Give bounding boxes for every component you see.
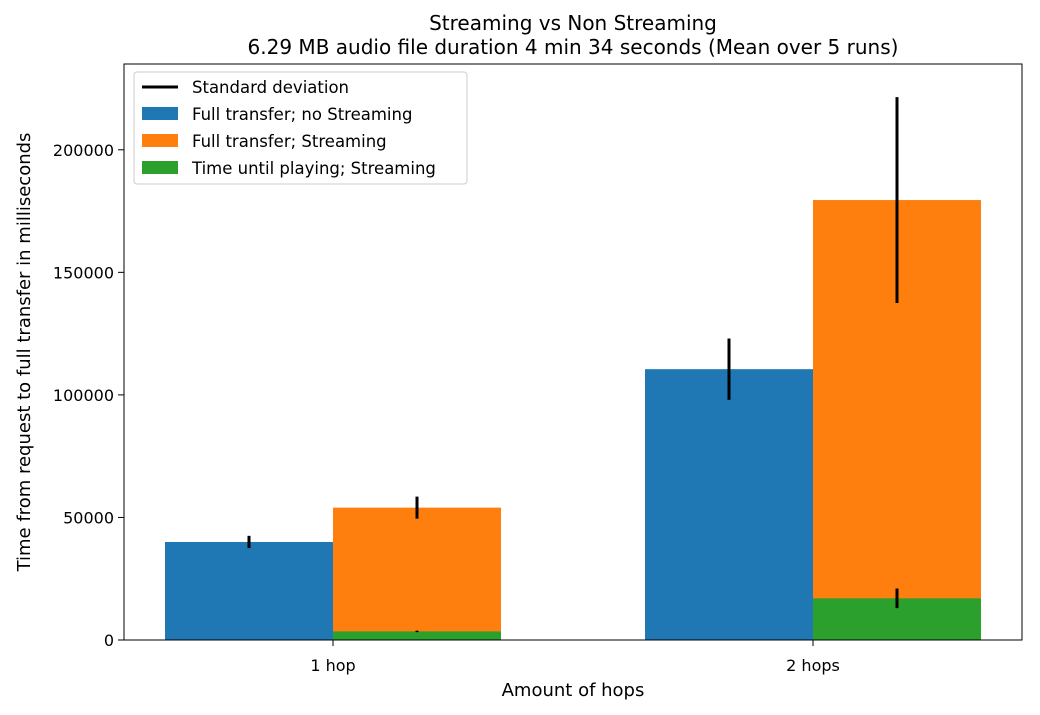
bar-1-2 — [645, 369, 813, 640]
chart-subtitle: 6.29 MB audio file duration 4 min 34 sec… — [248, 35, 899, 59]
legend-swatch-streaming — [142, 134, 178, 147]
legend: Standard deviation Full transfer; no Str… — [133, 71, 468, 185]
errorbars-layer — [247, 97, 899, 633]
legend-swatch-no-streaming — [142, 107, 178, 120]
y-axis: 0 50000 100000 150000 200000 — [53, 141, 124, 650]
legend-label-no-streaming: Full transfer; no Streaming — [192, 105, 412, 124]
y-axis-label: Time from request to full transfer in mi… — [14, 133, 35, 573]
legend-swatch-time-until-playing — [142, 161, 178, 174]
y-tick-label: 150000 — [53, 263, 114, 282]
x-tick-label: 2 hops — [786, 656, 840, 675]
bar-3-1 — [333, 631, 501, 640]
bar-1-1 — [165, 541, 333, 640]
legend-label-time-until-playing: Time until playing; Streaming — [191, 159, 436, 178]
y-tick-label: 50000 — [63, 508, 114, 527]
bars-layer — [165, 200, 981, 640]
legend-label-streaming: Full transfer; Streaming — [192, 132, 387, 151]
legend-errorbar-label: Standard deviation — [192, 78, 349, 97]
y-tick-label: 0 — [104, 631, 114, 650]
y-tick-label: 200000 — [53, 141, 114, 160]
bar-2-1 — [333, 507, 501, 640]
chart-title: Streaming vs Non Streaming — [429, 11, 717, 35]
x-axis: 1 hop 2 hops — [310, 640, 840, 675]
legend-frame — [133, 71, 468, 185]
plot-area-frame — [123, 63, 1023, 641]
x-tick-label: 1 hop — [310, 656, 355, 675]
x-axis-label: Amount of hops — [502, 680, 645, 701]
y-tick-label: 100000 — [53, 386, 114, 405]
